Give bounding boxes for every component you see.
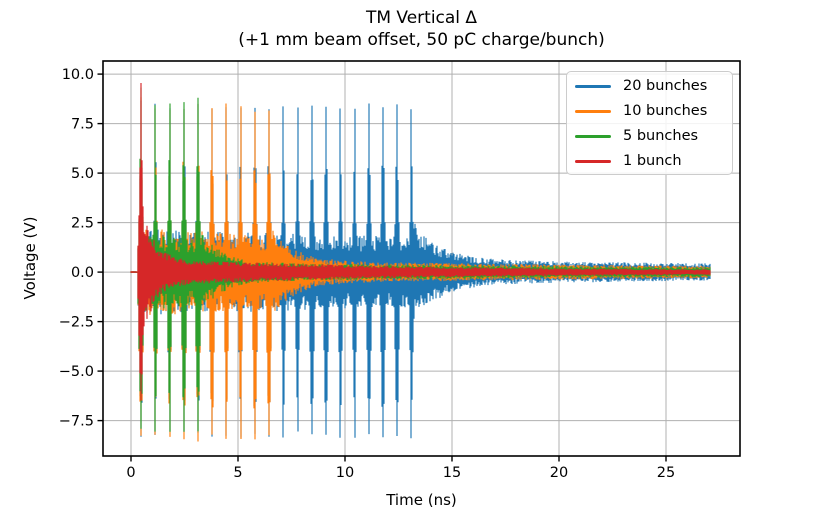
axes-spines bbox=[102, 60, 741, 457]
y-tick-label: 2.5 bbox=[71, 216, 94, 232]
y-tick-label: 0.0 bbox=[71, 265, 94, 281]
legend-label: 1 bunch bbox=[623, 153, 682, 169]
legend-item: 20 bunches bbox=[567, 74, 732, 99]
y-tick-label: 7.5 bbox=[71, 117, 94, 133]
legend-item: 1 bunch bbox=[567, 149, 732, 174]
y-tick-label: −5.0 bbox=[59, 364, 94, 380]
legend-item: 10 bunches bbox=[567, 99, 732, 124]
legend: 20 bunches 10 bunches 5 bunches 1 bunch bbox=[566, 71, 733, 175]
y-tick-label: −2.5 bbox=[59, 315, 94, 331]
legend-item: 5 bunches bbox=[567, 124, 732, 149]
waveform-1-bunch bbox=[130, 83, 711, 401]
x-tick-label: 0 bbox=[126, 465, 135, 481]
chart-title: TM Vertical Δ bbox=[365, 8, 478, 28]
x-tick-label: 20 bbox=[550, 465, 568, 481]
legend-line-swatch bbox=[575, 135, 611, 138]
x-tick-label: 5 bbox=[233, 465, 242, 481]
chart-subtitle: (+1 mm beam offset, 50 pC charge/bunch) bbox=[238, 30, 605, 50]
y-tick-label: 5.0 bbox=[71, 166, 94, 182]
x-tick-label: 15 bbox=[443, 465, 461, 481]
x-axis-label: Time (ns) bbox=[386, 491, 457, 509]
x-tick-label: 10 bbox=[336, 465, 354, 481]
x-tick-label: 25 bbox=[657, 465, 675, 481]
legend-label: 20 bunches bbox=[623, 78, 708, 94]
y-tick-label: −7.5 bbox=[59, 414, 94, 430]
legend-label: 5 bunches bbox=[623, 128, 699, 144]
y-tick-label: 10.0 bbox=[62, 67, 94, 83]
legend-line-swatch bbox=[575, 85, 611, 88]
legend-line-swatch bbox=[575, 110, 611, 113]
legend-label: 10 bunches bbox=[623, 103, 708, 119]
legend-line-swatch bbox=[575, 160, 611, 163]
